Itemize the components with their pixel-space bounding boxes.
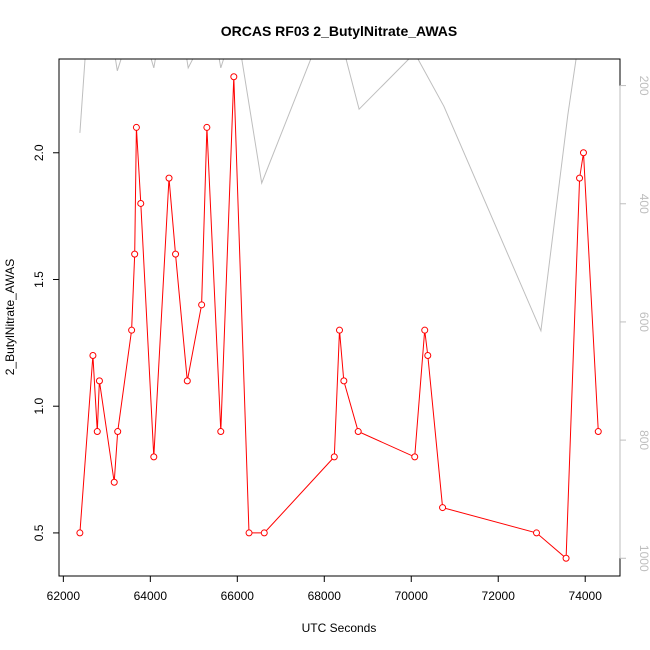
data-point (76, 529, 84, 537)
data-point (421, 326, 429, 334)
data-point (594, 428, 602, 436)
y-tick-label: 2.0 (32, 144, 46, 161)
main-series-line (79, 76, 599, 560)
y2-tick-label: 200 (637, 76, 650, 96)
data-point (424, 352, 432, 360)
y-axis-label: 2_ButylNitrate_AWAS (3, 259, 17, 376)
data-point (131, 250, 139, 258)
data-point (439, 504, 447, 512)
chart-title: ORCAS RF03 2_ButylNitrate_AWAS (221, 23, 458, 39)
data-point (533, 529, 541, 537)
series-layer (76, 59, 602, 562)
x-tick-label: 66000 (221, 589, 255, 603)
data-point (576, 174, 584, 182)
data-point (165, 174, 173, 182)
plot-frame (58, 58, 621, 577)
data-point (93, 428, 101, 436)
data-point (172, 250, 180, 258)
secondary-series-line (79, 59, 577, 333)
data-point (137, 199, 145, 207)
data-point (150, 453, 158, 461)
data-point (579, 149, 587, 157)
data-point (245, 529, 253, 537)
x-tick-label: 68000 (308, 589, 342, 603)
y2-tick-label: 600 (637, 312, 650, 332)
data-point (230, 73, 238, 81)
data-point (114, 428, 122, 436)
y2-tick-label: 1000 (637, 545, 650, 572)
x-axis-label: UTC Seconds (302, 621, 377, 635)
y2-tick-label: 400 (637, 194, 650, 214)
x-tick-label: 74000 (569, 589, 603, 603)
data-point (128, 326, 136, 334)
x-axis: 62000 64000 66000 68000 70000 72000 74000 (47, 575, 603, 603)
secondary-y-axis: 200 400 600 800 1000 (619, 76, 650, 572)
data-point (330, 453, 338, 461)
data-point (217, 428, 225, 436)
data-point (260, 529, 268, 537)
x-tick-label: 72000 (482, 589, 516, 603)
data-point (89, 352, 97, 360)
y-axis: 0.5 1.0 1.5 2.0 (32, 144, 60, 541)
data-point (110, 478, 118, 486)
data-point (354, 428, 362, 436)
data-point (95, 377, 103, 385)
data-point (132, 123, 140, 131)
x-tick-label: 64000 (134, 589, 168, 603)
y-tick-label: 1.5 (32, 271, 46, 288)
data-point (203, 123, 211, 131)
x-tick-label: 70000 (395, 589, 429, 603)
data-point (340, 377, 348, 385)
y-tick-label: 1.0 (32, 398, 46, 415)
y2-tick-label: 800 (637, 430, 650, 450)
data-point (562, 554, 570, 562)
data-point (411, 453, 419, 461)
data-point (336, 326, 343, 334)
data-point (183, 377, 191, 385)
data-point (198, 301, 206, 309)
y-tick-label: 0.5 (32, 524, 46, 541)
x-tick-label: 62000 (47, 589, 81, 603)
